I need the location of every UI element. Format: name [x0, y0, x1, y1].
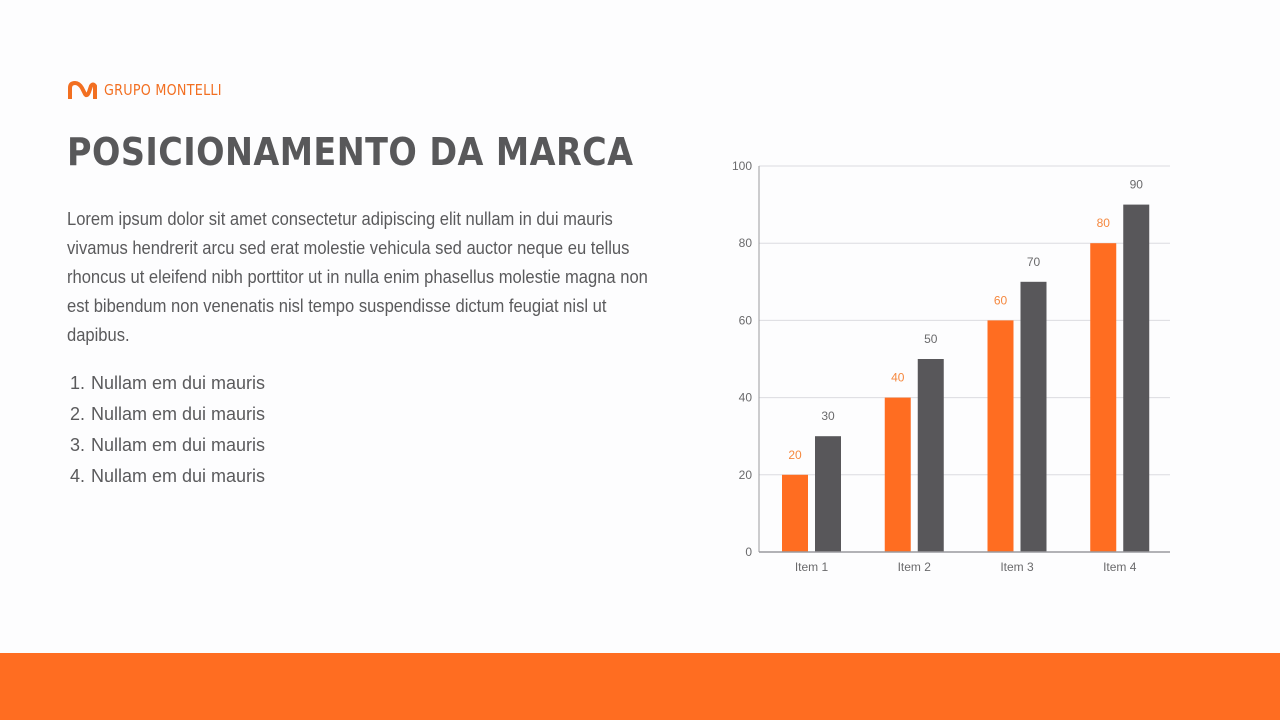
data-label: 40 — [891, 371, 905, 385]
data-label: 90 — [1130, 178, 1144, 192]
y-tick-label: 40 — [739, 391, 753, 405]
data-label: 60 — [994, 293, 1008, 307]
m-logo-icon — [68, 81, 97, 99]
bar — [782, 474, 808, 552]
x-tick-label: Item 1 — [795, 560, 829, 574]
brand: GRUPO MONTELLI — [67, 80, 243, 100]
list-item: 1. Nullam em dui mauris — [69, 373, 266, 393]
footer-bar — [0, 653, 1280, 720]
data-label: 30 — [821, 409, 835, 423]
bar — [917, 359, 944, 552]
y-tick-label: 100 — [732, 159, 752, 173]
y-tick-label: 20 — [739, 468, 753, 482]
numbered-list: 1. Nullam em dui mauris 2. Nullam em dui m… — [67, 368, 265, 492]
bar — [1123, 204, 1150, 552]
data-label: 70 — [1027, 255, 1041, 269]
bar — [1090, 243, 1117, 552]
y-tick-label: 0 — [745, 545, 752, 559]
data-label: 50 — [924, 332, 938, 346]
y-tick-label: 80 — [739, 236, 753, 250]
body-paragraph: Lorem ipsum dolor sit amet consectetur a… — [67, 209, 648, 345]
brand-name: GRUPO MONTELLI — [104, 81, 222, 99]
list-item: 4. Nullam em dui mauris — [69, 466, 266, 486]
x-tick-label: Item 2 — [898, 560, 932, 574]
list-item: 2. Nullam em dui mauris — [69, 404, 266, 424]
x-tick-label: Item 3 — [1000, 560, 1034, 574]
bar — [987, 320, 1014, 552]
bar — [815, 436, 841, 552]
data-label: 80 — [1097, 216, 1111, 230]
bar — [884, 397, 911, 552]
y-tick-label: 60 — [739, 313, 753, 327]
page-title: POSICIONAMENTO DA MARCA — [67, 130, 634, 174]
bar-chart: 0 20 40 60 80 100 20 30 Item 1 40 50 Item 2 60 70 Item… — [720, 150, 1190, 590]
data-label: 20 — [788, 448, 802, 462]
list-item: 3. Nullam em dui mauris — [69, 435, 266, 455]
bar-chart-svg: 0 20 40 60 80 100 20 30 Item 1 40 50 Item 2 60 70 Item… — [732, 159, 1170, 574]
x-tick-label: Item 4 — [1103, 560, 1137, 574]
bar — [1020, 281, 1047, 552]
